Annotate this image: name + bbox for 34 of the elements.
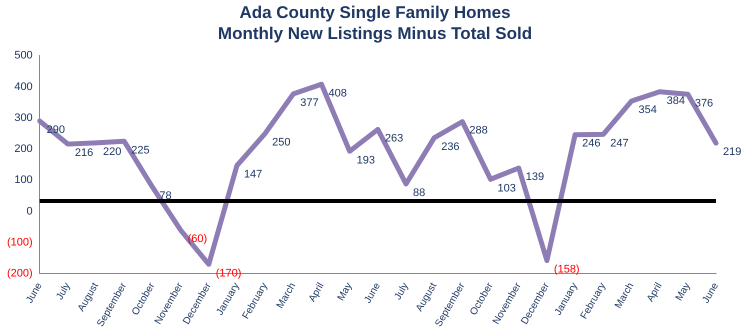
data-label: 384 bbox=[666, 94, 685, 107]
y-tick-label: (100) bbox=[6, 236, 33, 249]
data-label: 288 bbox=[469, 124, 488, 137]
data-label: 376 bbox=[694, 97, 714, 110]
y-tick-label: 200 bbox=[14, 143, 33, 156]
data-label: 225 bbox=[131, 144, 150, 156]
data-label: 193 bbox=[356, 154, 376, 166]
data-label: 263 bbox=[384, 132, 404, 144]
data-label: 250 bbox=[272, 136, 290, 148]
data-label: 88 bbox=[413, 186, 426, 199]
data-label: 247 bbox=[610, 137, 629, 150]
y-tick-label: 0 bbox=[26, 205, 33, 218]
y-tick-label: 100 bbox=[14, 174, 33, 186]
data-label: 246 bbox=[582, 138, 600, 150]
data-label: 220 bbox=[103, 146, 122, 158]
chart-subtitle: Monthly New Listings Minus Total Sold bbox=[216, 23, 534, 44]
y-tick-label: 300 bbox=[14, 112, 33, 124]
data-label: (170) bbox=[216, 267, 242, 280]
data-label: 139 bbox=[526, 171, 544, 184]
data-label: 377 bbox=[300, 96, 319, 109]
y-tick-label: 400 bbox=[14, 80, 33, 93]
y-tick-label: 500 bbox=[14, 50, 33, 62]
data-label: 408 bbox=[328, 87, 347, 100]
data-label: 354 bbox=[638, 104, 657, 116]
data-label: 219 bbox=[723, 146, 742, 158]
x-tick-label: July bbox=[392, 281, 411, 302]
data-label: 236 bbox=[441, 140, 460, 153]
y-tick-label: (200) bbox=[6, 268, 33, 280]
data-label: 216 bbox=[74, 147, 94, 160]
data-label: (60) bbox=[188, 233, 208, 246]
data-label: 147 bbox=[244, 168, 262, 181]
data-label: 103 bbox=[498, 182, 516, 194]
data-label: (158) bbox=[554, 264, 580, 276]
chart-title: Ada County Single Family Homes bbox=[238, 2, 512, 23]
